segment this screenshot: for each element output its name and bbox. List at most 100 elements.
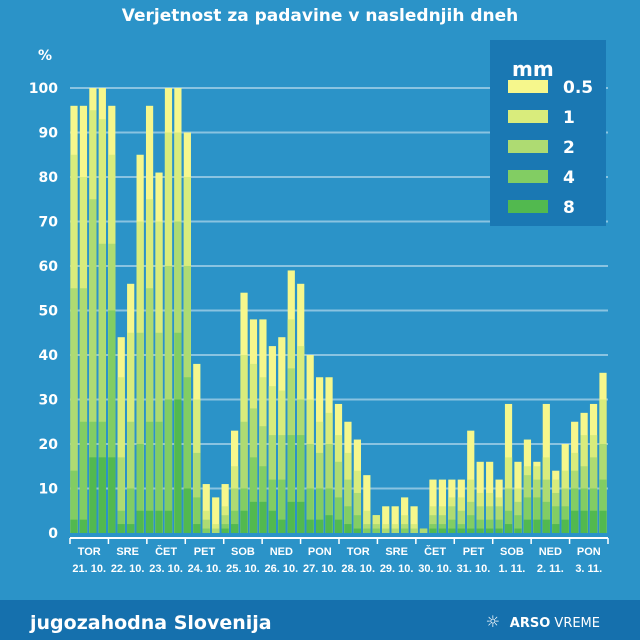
- bar-segment-8mm: [334, 519, 343, 533]
- bar-segment-4mm: [353, 515, 361, 533]
- bar-segment-8mm: [136, 510, 144, 533]
- bar-segment-0_5mm: [391, 506, 399, 533]
- bar-segment-4mm: [372, 528, 380, 533]
- bar-segment-8mm: [79, 519, 88, 533]
- bar-segment-8mm: [476, 528, 484, 533]
- y-tick-label: 50: [39, 304, 59, 320]
- bar-segment-2mm: [136, 332, 144, 533]
- bar-segment-4mm: [278, 479, 286, 533]
- y-tick-label: 60: [39, 259, 59, 275]
- bar-segment-2mm: [353, 492, 361, 533]
- bar-segment-4mm: [127, 488, 135, 533]
- bar-segment-4mm: [599, 479, 607, 533]
- bar-segment-8mm: [457, 528, 465, 533]
- footer-bar: [0, 600, 640, 640]
- region-label: jugozahodna Slovenija: [30, 612, 272, 634]
- legend-swatch-1: [508, 110, 548, 123]
- legend-label: 0.5: [563, 78, 593, 98]
- bar-segment-8mm: [533, 519, 541, 533]
- bar-segment-8mm: [599, 510, 607, 533]
- bar-segment-2mm: [419, 528, 428, 533]
- x-tick-day: SOB: [231, 546, 255, 558]
- x-tick-day: NED: [270, 546, 293, 558]
- x-tick-date: 23. 10.: [149, 563, 183, 575]
- bar-segment-2mm: [202, 519, 210, 533]
- bar-segment-8mm: [240, 510, 248, 533]
- bar-segment-4mm: [155, 421, 163, 533]
- x-tick-date: 30. 10.: [418, 563, 452, 575]
- bar-segment-8mm: [193, 524, 201, 533]
- x-tick-date: 28. 10.: [341, 563, 375, 575]
- bar-segment-8mm: [174, 399, 182, 533]
- bar-segment-8mm: [523, 519, 532, 533]
- x-tick-day: TOR: [78, 546, 101, 558]
- bar-segment-8mm: [221, 528, 229, 533]
- bar-segment-8mm: [495, 528, 503, 533]
- bar-segment-2mm: [410, 528, 418, 533]
- bar-segment-0_5mm: [382, 506, 390, 533]
- bar-segment-4mm: [542, 501, 550, 533]
- x-tick-day: ČET: [155, 545, 177, 558]
- bar-segment-4mm: [117, 510, 125, 533]
- y-tick-label: 0: [48, 526, 58, 542]
- y-tick-label: 90: [39, 126, 59, 142]
- bar-segment-8mm: [297, 501, 305, 533]
- bar-segment-8mm: [249, 501, 258, 533]
- bar-segment-8mm: [542, 519, 550, 533]
- bar-segment-8mm: [486, 528, 494, 533]
- bar-segment-8mm: [127, 524, 135, 533]
- legend-label: 4: [563, 168, 575, 188]
- y-tick-label: 30: [39, 393, 59, 409]
- bar-segment-8mm: [580, 510, 588, 533]
- legend-label: 2: [563, 138, 575, 158]
- bar-segment-4mm: [495, 519, 503, 533]
- bar-segment-4mm: [230, 510, 239, 533]
- x-tick-date: 3. 11.: [575, 563, 602, 575]
- bar-segment-4mm: [476, 519, 484, 533]
- bar-segment-8mm: [429, 528, 437, 533]
- bar-segment-8mm: [561, 519, 569, 533]
- y-tick-label: 80: [39, 170, 59, 186]
- x-tick-date: 24. 10.: [188, 563, 222, 575]
- bar-segment-4mm: [202, 528, 210, 533]
- legend-label: 1: [563, 108, 575, 128]
- x-tick-day: SRE: [116, 546, 139, 558]
- x-tick-day: SRE: [385, 546, 408, 558]
- bar-segment-4mm: [259, 466, 267, 533]
- x-tick-day: ČET: [424, 545, 446, 558]
- bar-segment-2mm: [391, 528, 399, 533]
- bar-segment-4mm: [316, 488, 324, 533]
- bar-segment-4mm: [504, 510, 513, 533]
- y-tick-label: 20: [39, 437, 59, 453]
- bar-segment-4mm: [334, 497, 343, 533]
- bar-segment-1mm: [363, 510, 371, 533]
- bar-segment-2mm: [382, 528, 390, 533]
- x-tick-day: NED: [539, 546, 562, 558]
- x-tick-date: 26. 10.: [265, 563, 299, 575]
- brand-logo[interactable]: ARSO VREME: [509, 616, 600, 631]
- bar-segment-8mm: [325, 515, 333, 533]
- bar-segment-2mm: [79, 288, 88, 533]
- bar-segment-4mm: [79, 421, 88, 533]
- legend-label: 8: [563, 198, 575, 218]
- y-axis-label: %: [38, 48, 52, 64]
- x-tick-day: PET: [463, 546, 485, 558]
- bar-segment-8mm: [89, 457, 97, 533]
- bar-segment-8mm: [230, 524, 239, 533]
- bar-segment-8mm: [183, 488, 191, 533]
- y-tick-label: 100: [29, 81, 58, 97]
- bar-segment-4mm: [297, 435, 305, 533]
- bar-segment-4mm: [467, 515, 475, 533]
- x-tick-day: SOB: [500, 546, 524, 558]
- bar-segment-4mm: [193, 497, 201, 533]
- bar-segment-4mm: [552, 506, 560, 533]
- bar-segment-2mm: [127, 421, 135, 533]
- bar-segment-8mm: [259, 501, 267, 533]
- x-tick-date: 21. 10.: [72, 563, 106, 575]
- bar-segment-8mm: [514, 528, 522, 533]
- bar-segment-8mm: [145, 510, 154, 533]
- bar-segment-4mm: [108, 310, 116, 533]
- bar-segment-8mm: [108, 457, 116, 533]
- x-tick-date: 25. 10.: [226, 563, 260, 575]
